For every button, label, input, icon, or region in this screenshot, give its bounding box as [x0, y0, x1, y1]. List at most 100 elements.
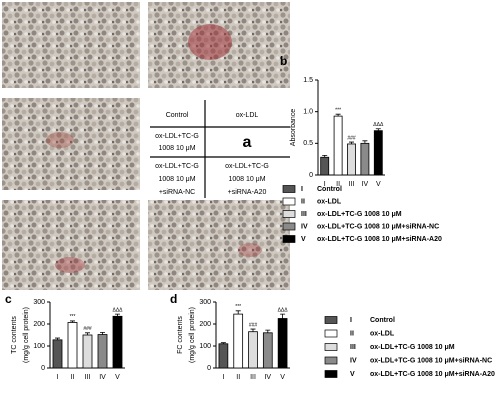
- annotation: ###: [83, 326, 92, 332]
- micrograph: [2, 2, 140, 88]
- error-bar: [362, 140, 368, 144]
- y-axis-label: FC contents: [177, 316, 184, 354]
- legend-numeral: V: [350, 371, 355, 378]
- error-bar: [220, 342, 226, 344]
- y-tick-label: 200: [199, 321, 211, 328]
- y-axis-label: (mg/g cell protein): [23, 307, 30, 363]
- stain: [188, 24, 232, 60]
- error-bar: [115, 313, 120, 317]
- micrographs: [2, 2, 290, 290]
- y-tick-label: 0: [207, 365, 211, 372]
- bar: [218, 343, 229, 369]
- key-text: ox-LDL+TC-G: [155, 163, 199, 170]
- x-tick-label: I: [222, 374, 224, 381]
- annotation: ΔΔΔ: [112, 307, 123, 313]
- error-bar: [55, 337, 60, 340]
- micrograph: [2, 98, 140, 190]
- legend-numeral: II: [301, 198, 305, 205]
- bar: [262, 332, 273, 369]
- y-tick-label: 100: [33, 343, 45, 350]
- annotation: ###: [347, 135, 356, 141]
- error-bar: [375, 128, 381, 131]
- stain: [55, 257, 85, 273]
- x-tick-label: IV: [362, 181, 369, 188]
- panel-letter: a: [243, 134, 252, 151]
- error-bar: [250, 328, 256, 332]
- key-text: ox-LDL: [236, 112, 259, 119]
- key-text: ox-LDL+TC-G: [225, 163, 269, 170]
- annotation: ΔΔΔ: [278, 307, 289, 313]
- x-tick-label: V: [115, 374, 120, 381]
- annotation: ###: [249, 322, 258, 328]
- legend-label: ox-LDL+TC-G 1008 10 μM: [370, 344, 455, 351]
- y-tick-label: 300: [33, 299, 45, 306]
- legend-numeral: V: [301, 236, 306, 243]
- legend-swatch: [324, 356, 338, 365]
- key-text: 1008 10 μM: [158, 145, 195, 152]
- bar: [248, 331, 258, 369]
- bar: [320, 156, 330, 176]
- panel-letter: d: [170, 292, 177, 306]
- micrograph: [2, 200, 140, 290]
- x-tick-label: III: [349, 181, 355, 188]
- legend-swatch: [282, 210, 296, 218]
- annotation: ΔΔΔ: [373, 122, 384, 128]
- micrograph: [148, 200, 290, 290]
- key-text: Control: [166, 112, 189, 119]
- bar: [112, 315, 123, 369]
- bar: [333, 115, 343, 176]
- error-bar: [70, 320, 75, 323]
- legend-label: Control: [317, 186, 342, 193]
- panel-letter: b: [280, 54, 287, 68]
- error-bar: [85, 332, 90, 335]
- x-tick-label: III: [85, 374, 91, 381]
- bar: [82, 334, 93, 369]
- legend-label: ox-LDL: [317, 198, 342, 205]
- error-bar: [100, 331, 105, 335]
- bar: [347, 143, 356, 176]
- y-tick-label: 1.5: [303, 77, 313, 84]
- legend-label: ox-LDL: [370, 330, 395, 337]
- x-tick-label: III: [250, 374, 256, 381]
- legend-numeral: IV: [350, 357, 357, 364]
- key-text: +siRNA-A20: [228, 189, 267, 196]
- legend-swatch: [324, 370, 338, 378]
- bar: [67, 322, 78, 369]
- legend-label: ox-LDL+TC-G 1008 10 μM+siRNA-A20: [317, 236, 442, 243]
- panel-letter: c: [5, 292, 12, 306]
- y-axis-label: Absorbance: [290, 109, 297, 146]
- stain: [46, 132, 74, 148]
- legend-label: Control: [370, 317, 395, 324]
- y-tick-label: 300: [199, 299, 211, 306]
- legend-numeral: IV: [301, 223, 308, 230]
- annotation: ***: [335, 108, 341, 114]
- legend-numeral: III: [301, 211, 307, 218]
- x-tick-label: V: [376, 181, 381, 188]
- y-tick-label: 0: [309, 172, 313, 179]
- error-bar: [265, 329, 271, 333]
- annotation: ***: [235, 304, 241, 310]
- error-bar: [335, 113, 341, 117]
- y-tick-label: 1.0: [303, 109, 313, 116]
- x-tick-label: IV: [264, 374, 271, 381]
- y-axis-label: (mg/g cell protein): [189, 307, 196, 363]
- error-bar: [235, 310, 241, 315]
- x-tick-label: II: [336, 181, 340, 188]
- legend-numeral: I: [301, 186, 303, 193]
- x-tick-label: I: [57, 374, 59, 381]
- legend-label: ox-LDL+TC-G 1008 10 μM+siRNA-NC: [370, 357, 492, 364]
- bar: [360, 142, 370, 176]
- key-text: 1008 10 μM: [158, 176, 195, 183]
- panel-a-key: Control ox-LDL ox-LDL+TC-G 1008 10 μM a …: [150, 100, 290, 198]
- legend-label: ox-LDL+TC-G 1008 10 μM: [317, 211, 402, 218]
- legend-swatch: [282, 185, 296, 193]
- legend-swatch: [282, 197, 296, 206]
- legend-swatch: [324, 316, 338, 324]
- annotation: ***: [70, 314, 76, 320]
- legend-label: ox-LDL+TC-G 1008 10 μM+siRNA-NC: [317, 223, 439, 230]
- legend-numeral: III: [350, 344, 356, 351]
- y-axis-label: TC contents: [11, 316, 18, 354]
- x-tick-label: I: [324, 181, 326, 188]
- stain: [238, 243, 262, 257]
